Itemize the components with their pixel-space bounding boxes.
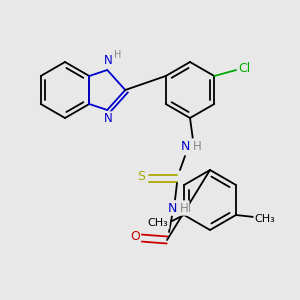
Text: CH₃: CH₃ — [148, 218, 168, 228]
Text: H: H — [180, 202, 188, 214]
Text: H: H — [114, 50, 121, 60]
Text: N: N — [180, 140, 190, 152]
Text: CH₃: CH₃ — [255, 214, 275, 224]
Text: N: N — [104, 112, 112, 125]
Text: N: N — [104, 55, 112, 68]
Text: N: N — [167, 202, 177, 214]
Text: S: S — [137, 170, 145, 184]
Text: H: H — [193, 140, 201, 152]
Text: O: O — [130, 230, 140, 244]
Text: Cl: Cl — [238, 61, 250, 74]
